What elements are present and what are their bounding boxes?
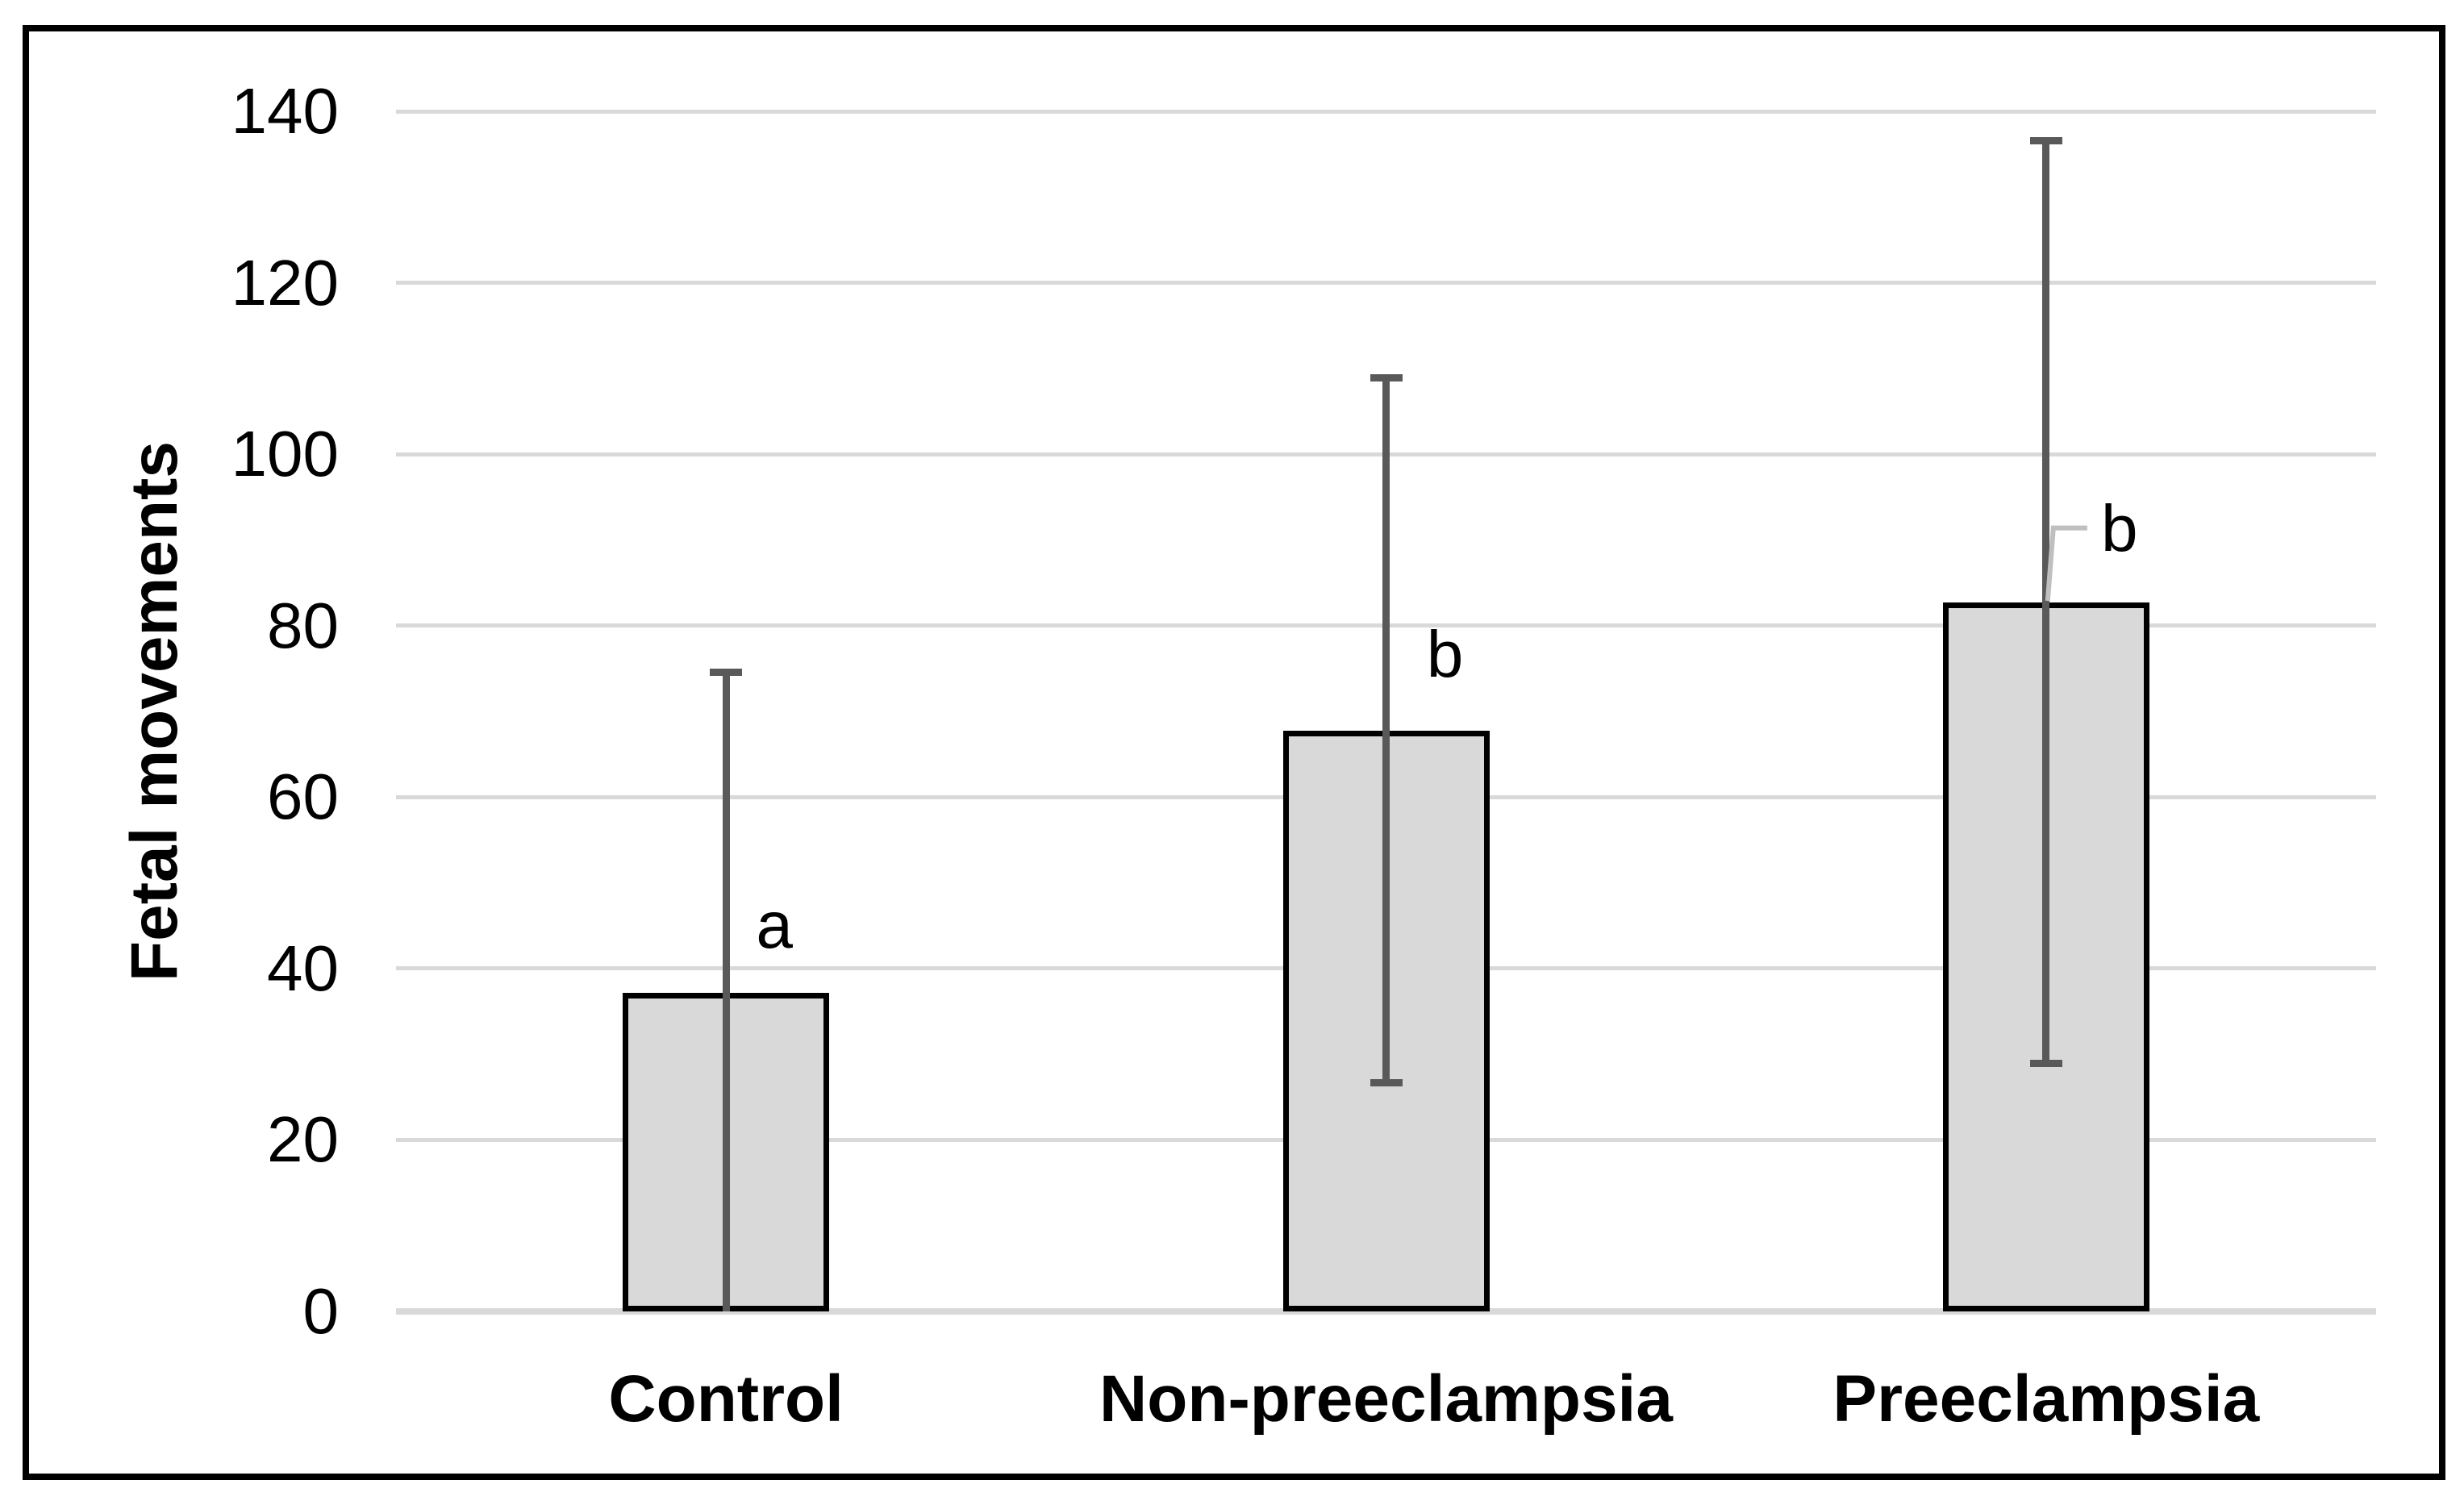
significance-letter: a — [756, 888, 793, 962]
gridline — [396, 109, 2376, 114]
y-tick-label: 140 — [231, 75, 339, 147]
y-tick-label: 120 — [231, 246, 339, 319]
error-bar-cap-top — [1370, 374, 1403, 382]
x-axis-label-preeclampsia: Preeclampsia — [1832, 1362, 2260, 1436]
x-axis-label-non-preeclampsia: Non-preeclampsia — [1099, 1362, 1673, 1436]
y-tick-label: 100 — [231, 418, 339, 490]
y-tick-label: 80 — [267, 589, 339, 661]
chart-frame: Fetal movements 0 20 40 60 80 100 120 140 a Contr… — [23, 25, 2445, 1480]
error-bar-line — [2042, 140, 2050, 1064]
y-tick-label: 20 — [267, 1103, 339, 1176]
gridline — [396, 281, 2376, 286]
y-tick-label: 40 — [267, 932, 339, 1004]
x-axis-label-control: Control — [608, 1362, 844, 1436]
y-tick-label: 60 — [267, 761, 339, 833]
error-bar-cap-bottom — [2029, 1060, 2062, 1068]
y-axis-title: Fetal movements — [118, 441, 191, 982]
error-bar-cap-top — [2029, 136, 2062, 144]
y-tick-label: 0 — [302, 1275, 340, 1347]
error-bar-line — [1382, 377, 1390, 1083]
error-bar-line — [722, 672, 730, 1311]
error-bar-cap-top — [710, 668, 743, 676]
significance-letter: b — [1426, 617, 1464, 691]
significance-letter: b — [2101, 491, 2138, 565]
x-axis-line — [396, 1308, 2376, 1315]
error-bar-cap-bottom — [1370, 1078, 1403, 1086]
